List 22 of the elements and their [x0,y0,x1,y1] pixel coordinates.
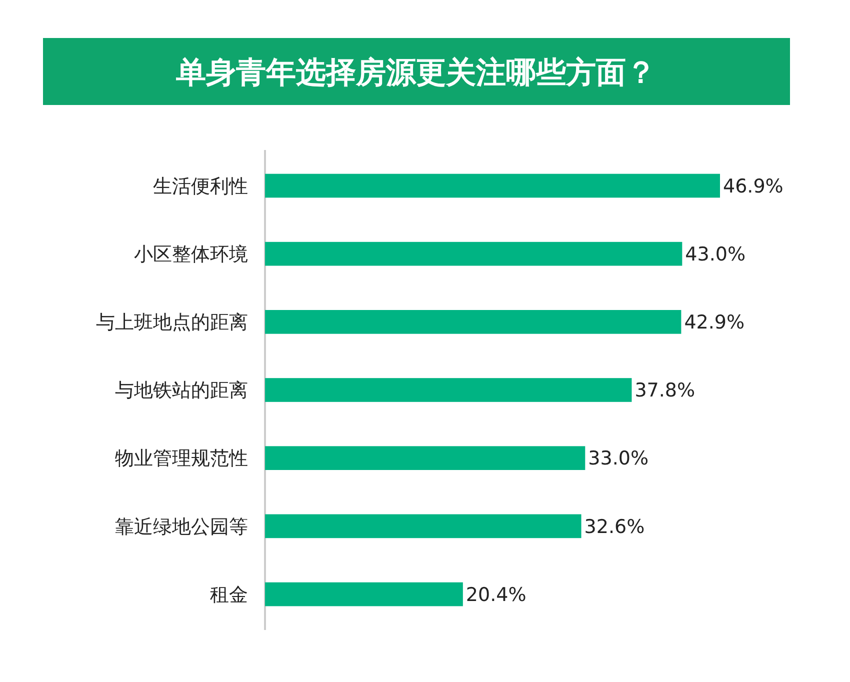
chart-title: 单身青年选择房源更关注哪些方面？ [175,56,656,90]
bar [265,582,463,606]
y-tick-label: 与上班地点的距离 [96,312,248,334]
data-label: 46.9% [723,175,784,198]
y-tick-label: 靠近绿地公园等 [115,516,248,538]
y-tick-label: 物业管理规范性 [115,448,248,470]
bar [265,378,632,402]
data-label: 37.8% [634,380,696,402]
bar [265,446,586,470]
data-label: 43.0% [685,243,746,266]
bar [265,242,682,266]
bar [265,514,582,538]
y-tick-label: 与地铁站的距离 [115,380,248,402]
bar [265,174,720,198]
data-label: 32.6% [584,516,645,538]
bar [265,310,682,334]
y-tick-label: 小区整体环境 [134,243,248,266]
y-tick-label: 租金 [210,584,248,606]
data-label: 20.4% [466,584,526,606]
y-tick-label: 生活便利性 [153,175,248,198]
data-label: 33.0% [588,448,649,470]
data-label: 42.9% [684,312,745,334]
